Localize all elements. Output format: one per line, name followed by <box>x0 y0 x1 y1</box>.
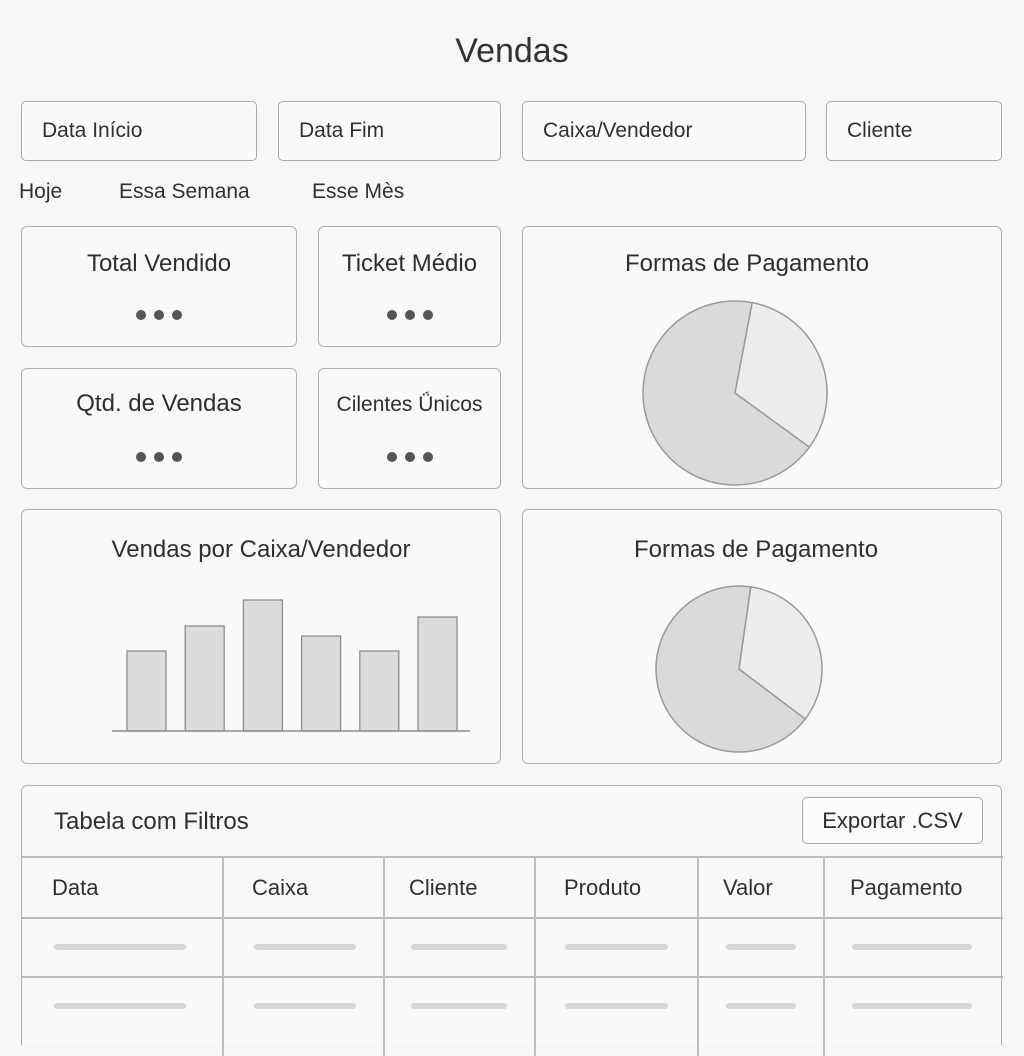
bar <box>184 625 225 732</box>
sales-by-cashier-bar-chart <box>112 599 470 732</box>
placeholder-cell <box>54 1003 186 1009</box>
placeholder-cell <box>565 944 668 950</box>
payment-methods-pie-chart <box>655 585 823 753</box>
placeholder-cell <box>852 944 972 950</box>
sales-by-cashier-title: Vendas por Caixa/Vendedor <box>111 536 411 563</box>
placeholder-cell <box>254 1003 356 1009</box>
pie-slice <box>655 585 807 753</box>
kpi-unique-clients-card: Cilentes Ǘnicos <box>318 368 501 489</box>
kpi-unique-clients-label: Cilentes Ǘnicos <box>336 393 483 416</box>
client-field[interactable]: Cliente <box>826 101 1002 161</box>
kpi-total-sold-card: Total Vendido <box>21 226 297 347</box>
date-end-field[interactable]: Data Fim <box>278 101 501 161</box>
placeholder-cell <box>565 1003 668 1009</box>
loading-dots-icon <box>319 449 500 463</box>
kpi-avg-ticket-label: Ticket Médio <box>341 250 478 277</box>
payment-methods-title: Formas de Pagamento <box>633 536 879 563</box>
bar <box>126 650 167 732</box>
bar <box>242 599 284 732</box>
payment-methods-panel-bottom: Formas de Pagamento <box>522 509 1002 764</box>
placeholder-cell <box>254 944 356 950</box>
pie-slice <box>738 585 823 721</box>
column-header-value[interactable]: Valor <box>723 874 773 900</box>
cashier-field[interactable]: Caixa/Vendedor <box>522 101 806 161</box>
kpi-avg-ticket-card: Ticket Médio <box>318 226 501 347</box>
column-header-payment[interactable]: Pagamento <box>850 874 963 900</box>
kpi-total-sold-label: Total Vendido <box>86 250 232 277</box>
column-header-product[interactable]: Produto <box>564 874 642 900</box>
kpi-sales-qty-label: Qtd. de Vendas <box>76 390 242 417</box>
placeholder-cell <box>726 1003 796 1009</box>
column-header-date[interactable]: Data <box>52 874 99 900</box>
quick-range-month[interactable]: Esse Mès <box>312 180 405 203</box>
filtered-table-panel: Tabela com Filtros Exportar .CSV Data Ca… <box>21 785 1003 1056</box>
bar <box>417 616 458 732</box>
placeholder-cell <box>411 944 507 950</box>
table-title: Tabela com Filtros <box>54 808 249 835</box>
payment-methods-title: Formas de Pagamento <box>624 250 870 277</box>
pie-slice <box>642 300 811 486</box>
loading-dots-icon <box>319 307 500 321</box>
placeholder-cell <box>411 1003 507 1009</box>
payment-methods-panel-top: Formas de Pagamento <box>522 226 1002 489</box>
kpi-sales-qty-card: Qtd. de Vendas <box>21 368 297 489</box>
placeholder-cell <box>726 944 796 950</box>
sales-by-cashier-panel: Vendas por Caixa/Vendedor <box>21 509 501 764</box>
export-csv-button[interactable]: Exportar .CSV <box>802 797 983 844</box>
loading-dots-icon <box>22 449 296 463</box>
payment-methods-pie-chart <box>642 300 828 486</box>
bar <box>359 650 400 732</box>
page-title: Vendas <box>455 32 569 70</box>
pie-slice <box>734 301 828 449</box>
quick-range-today[interactable]: Hoje <box>19 180 63 203</box>
column-header-client[interactable]: Cliente <box>409 874 478 900</box>
loading-dots-icon <box>22 307 296 321</box>
quick-range-week[interactable]: Essa Semana <box>119 180 250 203</box>
placeholder-cell <box>852 1003 972 1009</box>
date-start-field[interactable]: Data Início <box>21 101 257 161</box>
column-header-cashier[interactable]: Caixa <box>252 874 309 900</box>
placeholder-cell <box>54 944 186 950</box>
bar <box>300 635 342 732</box>
